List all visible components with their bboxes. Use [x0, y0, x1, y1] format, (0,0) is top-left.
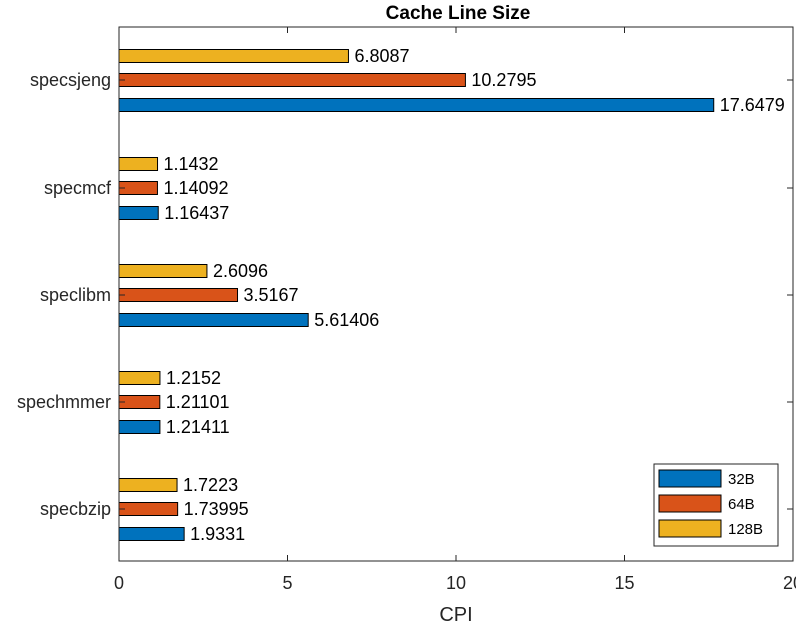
bar-128b-specbzip	[118, 478, 178, 492]
data-label-128b-specsjeng: 6.8087	[354, 46, 409, 66]
legend: 32B 64B 128B	[653, 463, 779, 547]
bar-128b-specsjeng	[118, 49, 349, 63]
bar-32b-spechmmer	[118, 420, 161, 434]
data-label-64b-specsjeng: 10.2795	[471, 70, 536, 90]
data-label-64b-specbzip: 1.73995	[184, 499, 249, 519]
y-tick-label-specmcf: specmcf	[44, 178, 112, 198]
legend-label-64b: 64B	[728, 496, 755, 513]
y-tick-label-speclibm: speclibm	[40, 285, 111, 305]
data-label-32b-specsjeng: 17.6479	[720, 95, 785, 115]
data-label-128b-speclibm: 2.6096	[213, 261, 268, 281]
y-tick-label-specbzip: specbzip	[40, 499, 111, 519]
bar-32b-specmcf	[118, 206, 159, 220]
chart-title: Cache Line Size	[386, 3, 531, 24]
legend-label-128b: 128B	[728, 521, 763, 538]
bars-layer	[118, 49, 715, 541]
bar-32b-specsjeng	[118, 98, 715, 112]
x-tick-label-5: 5	[282, 573, 292, 593]
y-axis: specsjeng specmcf speclibm spechmmer specbzi…	[17, 70, 793, 519]
bar-64b-spechmmer	[118, 395, 161, 409]
legend-swatch-32b	[658, 469, 722, 488]
y-tick-label-spechmmer: spechmmer	[17, 392, 111, 412]
x-tick-label-15: 15	[614, 573, 634, 593]
data-label-128b-specmcf: 1.1432	[164, 154, 219, 174]
x-axis: 0 5 10 15 20	[114, 27, 796, 593]
bar-128b-specmcf	[118, 157, 159, 171]
legend-swatch-128b	[658, 519, 722, 538]
x-axis-label: CPI	[439, 604, 472, 626]
x-tick-label-10: 10	[446, 573, 466, 593]
bar-128b-speclibm	[118, 264, 208, 278]
bar-32b-speclibm	[118, 313, 309, 327]
data-labels: 17.6479 10.2795 6.8087 1.16437 1.14092 1.1432…	[163, 46, 784, 544]
bar-64b-speclibm	[118, 288, 239, 302]
legend-swatch-64b	[658, 494, 722, 513]
data-label-32b-specmcf: 1.16437	[164, 203, 229, 223]
data-label-128b-specbzip: 1.7223	[183, 475, 238, 495]
data-label-128b-spechmmer: 1.2152	[166, 368, 221, 388]
bar-32b-specbzip	[118, 527, 185, 541]
x-tick-label-0: 0	[114, 573, 124, 593]
data-label-64b-specmcf: 1.14092	[163, 178, 228, 198]
y-tick-label-specsjeng: specsjeng	[30, 70, 111, 90]
data-label-32b-spechmmer: 1.21411	[166, 417, 230, 437]
data-label-32b-specbzip: 1.9331	[190, 524, 245, 544]
data-label-64b-spechmmer: 1.21101	[166, 392, 230, 412]
bar-64b-specsjeng	[118, 73, 466, 87]
bar-128b-spechmmer	[118, 371, 161, 385]
data-label-32b-speclibm: 5.61406	[314, 310, 379, 330]
legend-label-32b: 32B	[728, 471, 755, 488]
bar-64b-specbzip	[118, 502, 179, 516]
x-tick-label-20: 20	[783, 573, 796, 593]
data-label-64b-speclibm: 3.5167	[244, 285, 299, 305]
